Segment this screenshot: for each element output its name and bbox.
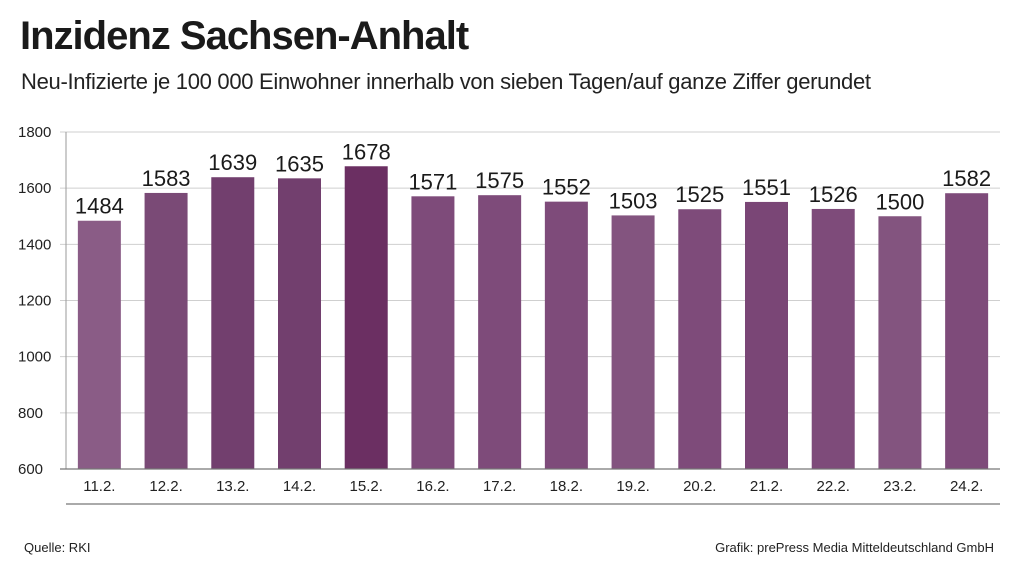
- y-tick-label: 800: [18, 405, 43, 422]
- chart-subtitle: Neu-Infizierte je 100 000 Einwohner inne…: [21, 69, 871, 94]
- value-label: 1582: [942, 166, 991, 191]
- x-tick-label: 19.2.: [616, 478, 649, 495]
- value-label: 1503: [609, 188, 658, 213]
- y-tick-label: 1800: [18, 124, 51, 141]
- value-label: 1639: [208, 150, 257, 175]
- y-tick-label: 600: [18, 461, 43, 478]
- bar-15-2: [344, 166, 388, 470]
- value-label: 1575: [475, 168, 524, 193]
- x-tick-label: 22.2.: [817, 478, 850, 495]
- bar-18-2: [544, 201, 588, 469]
- value-label: 1583: [142, 166, 191, 191]
- credit-note: Grafik: prePress Media Mitteldeutschland…: [715, 540, 994, 555]
- x-tick-label: 16.2.: [416, 478, 449, 495]
- bar-16-2: [411, 196, 455, 469]
- x-tick-label: 15.2.: [350, 478, 383, 495]
- x-tick-label: 18.2.: [550, 478, 583, 495]
- bar-23-2: [878, 216, 922, 469]
- y-tick-label: 1200: [18, 293, 51, 310]
- bar-14-2: [278, 178, 321, 469]
- y-tick-label: 1000: [18, 349, 51, 366]
- bar-21-2: [745, 201, 788, 470]
- value-label: 1484: [75, 194, 124, 219]
- value-label: 1500: [875, 189, 924, 214]
- x-tick-label: 23.2.: [883, 478, 916, 495]
- bar-24-2: [945, 193, 989, 469]
- x-tick-label: 24.2.: [950, 478, 983, 495]
- value-label: 1678: [342, 139, 391, 164]
- x-tick-label: 20.2.: [683, 478, 716, 495]
- value-label: 1525: [675, 182, 724, 207]
- x-tick-label: 12.2.: [149, 478, 182, 495]
- source-note: Quelle: RKI: [24, 540, 91, 555]
- x-tick-label: 13.2.: [216, 478, 249, 495]
- value-label: 1635: [275, 151, 324, 176]
- bar-12-2: [144, 192, 188, 469]
- value-label: 1526: [809, 182, 858, 207]
- bar-22-2: [811, 208, 855, 469]
- y-tick-label: 1400: [18, 236, 51, 253]
- x-tick-label: 21.2.: [750, 478, 783, 495]
- value-label: 1571: [408, 169, 457, 194]
- bar-17-2: [478, 195, 522, 469]
- bar-13-2: [211, 177, 255, 469]
- value-label: 1551: [742, 175, 791, 200]
- chart-title: Inzidenz Sachsen-Anhalt: [20, 14, 469, 58]
- y-tick-label: 1600: [18, 180, 51, 197]
- x-tick-label: 17.2.: [483, 478, 516, 495]
- bar-11-2: [77, 220, 121, 469]
- x-tick-label: 14.2.: [283, 478, 316, 495]
- value-label: 1552: [542, 175, 591, 200]
- bar-20-2: [678, 209, 722, 469]
- bar-19-2: [611, 215, 655, 469]
- x-tick-label: 11.2.: [83, 478, 115, 495]
